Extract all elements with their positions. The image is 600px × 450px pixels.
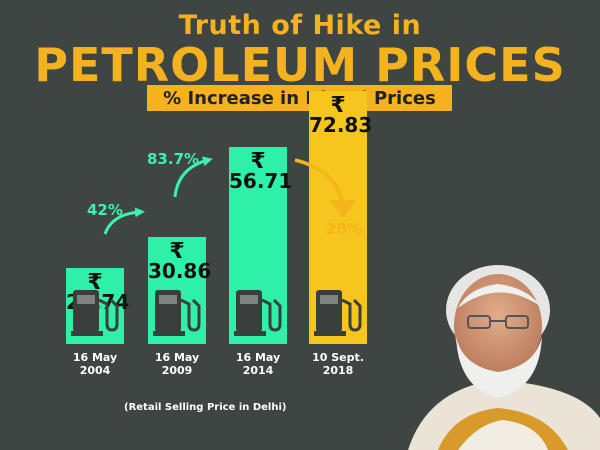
fuel-pump-icon	[153, 290, 201, 336]
source-footnote: (Retail Selling Price in Delhi)	[124, 402, 287, 413]
fuel-pump-icon	[71, 290, 119, 336]
portrait-image	[408, 265, 600, 450]
percent-change-label: 28%	[326, 220, 362, 238]
subtitle-text: % Increase in Diesel Prices	[163, 87, 436, 109]
category-label: 16 May 2014	[235, 351, 281, 377]
bar: ₹30.86	[148, 237, 212, 344]
fuel-pump-icon	[314, 290, 362, 336]
title-line-1: Truth of Hike in	[178, 10, 422, 41]
rupee-icon: ₹	[250, 149, 266, 174]
bar-value-label: 30.86	[148, 259, 212, 283]
bar-value-label: 72.83	[309, 113, 373, 137]
bar: ₹21.74	[66, 268, 129, 344]
fuel-pump-icon	[234, 290, 282, 336]
rupee-icon: ₹	[330, 93, 346, 118]
rupee-icon: ₹	[169, 239, 185, 264]
rupee-icon: ₹	[87, 270, 103, 295]
category-label: 16 May 2004	[72, 351, 118, 377]
title-line-2: PETROLEUM PRICES	[34, 38, 566, 92]
bar: ₹72.83	[309, 91, 373, 344]
subtitle-banner: % Increase in Diesel Prices	[147, 85, 452, 111]
category-label: 10 Sept. 2018	[312, 351, 364, 377]
bar-value-label: 56.71	[229, 169, 293, 193]
percent-change-label: 42%	[87, 201, 123, 219]
bar: ₹56.71	[229, 147, 293, 344]
category-label: 16 May 2009	[154, 351, 200, 377]
percent-change-label: 83.7%	[147, 150, 200, 168]
